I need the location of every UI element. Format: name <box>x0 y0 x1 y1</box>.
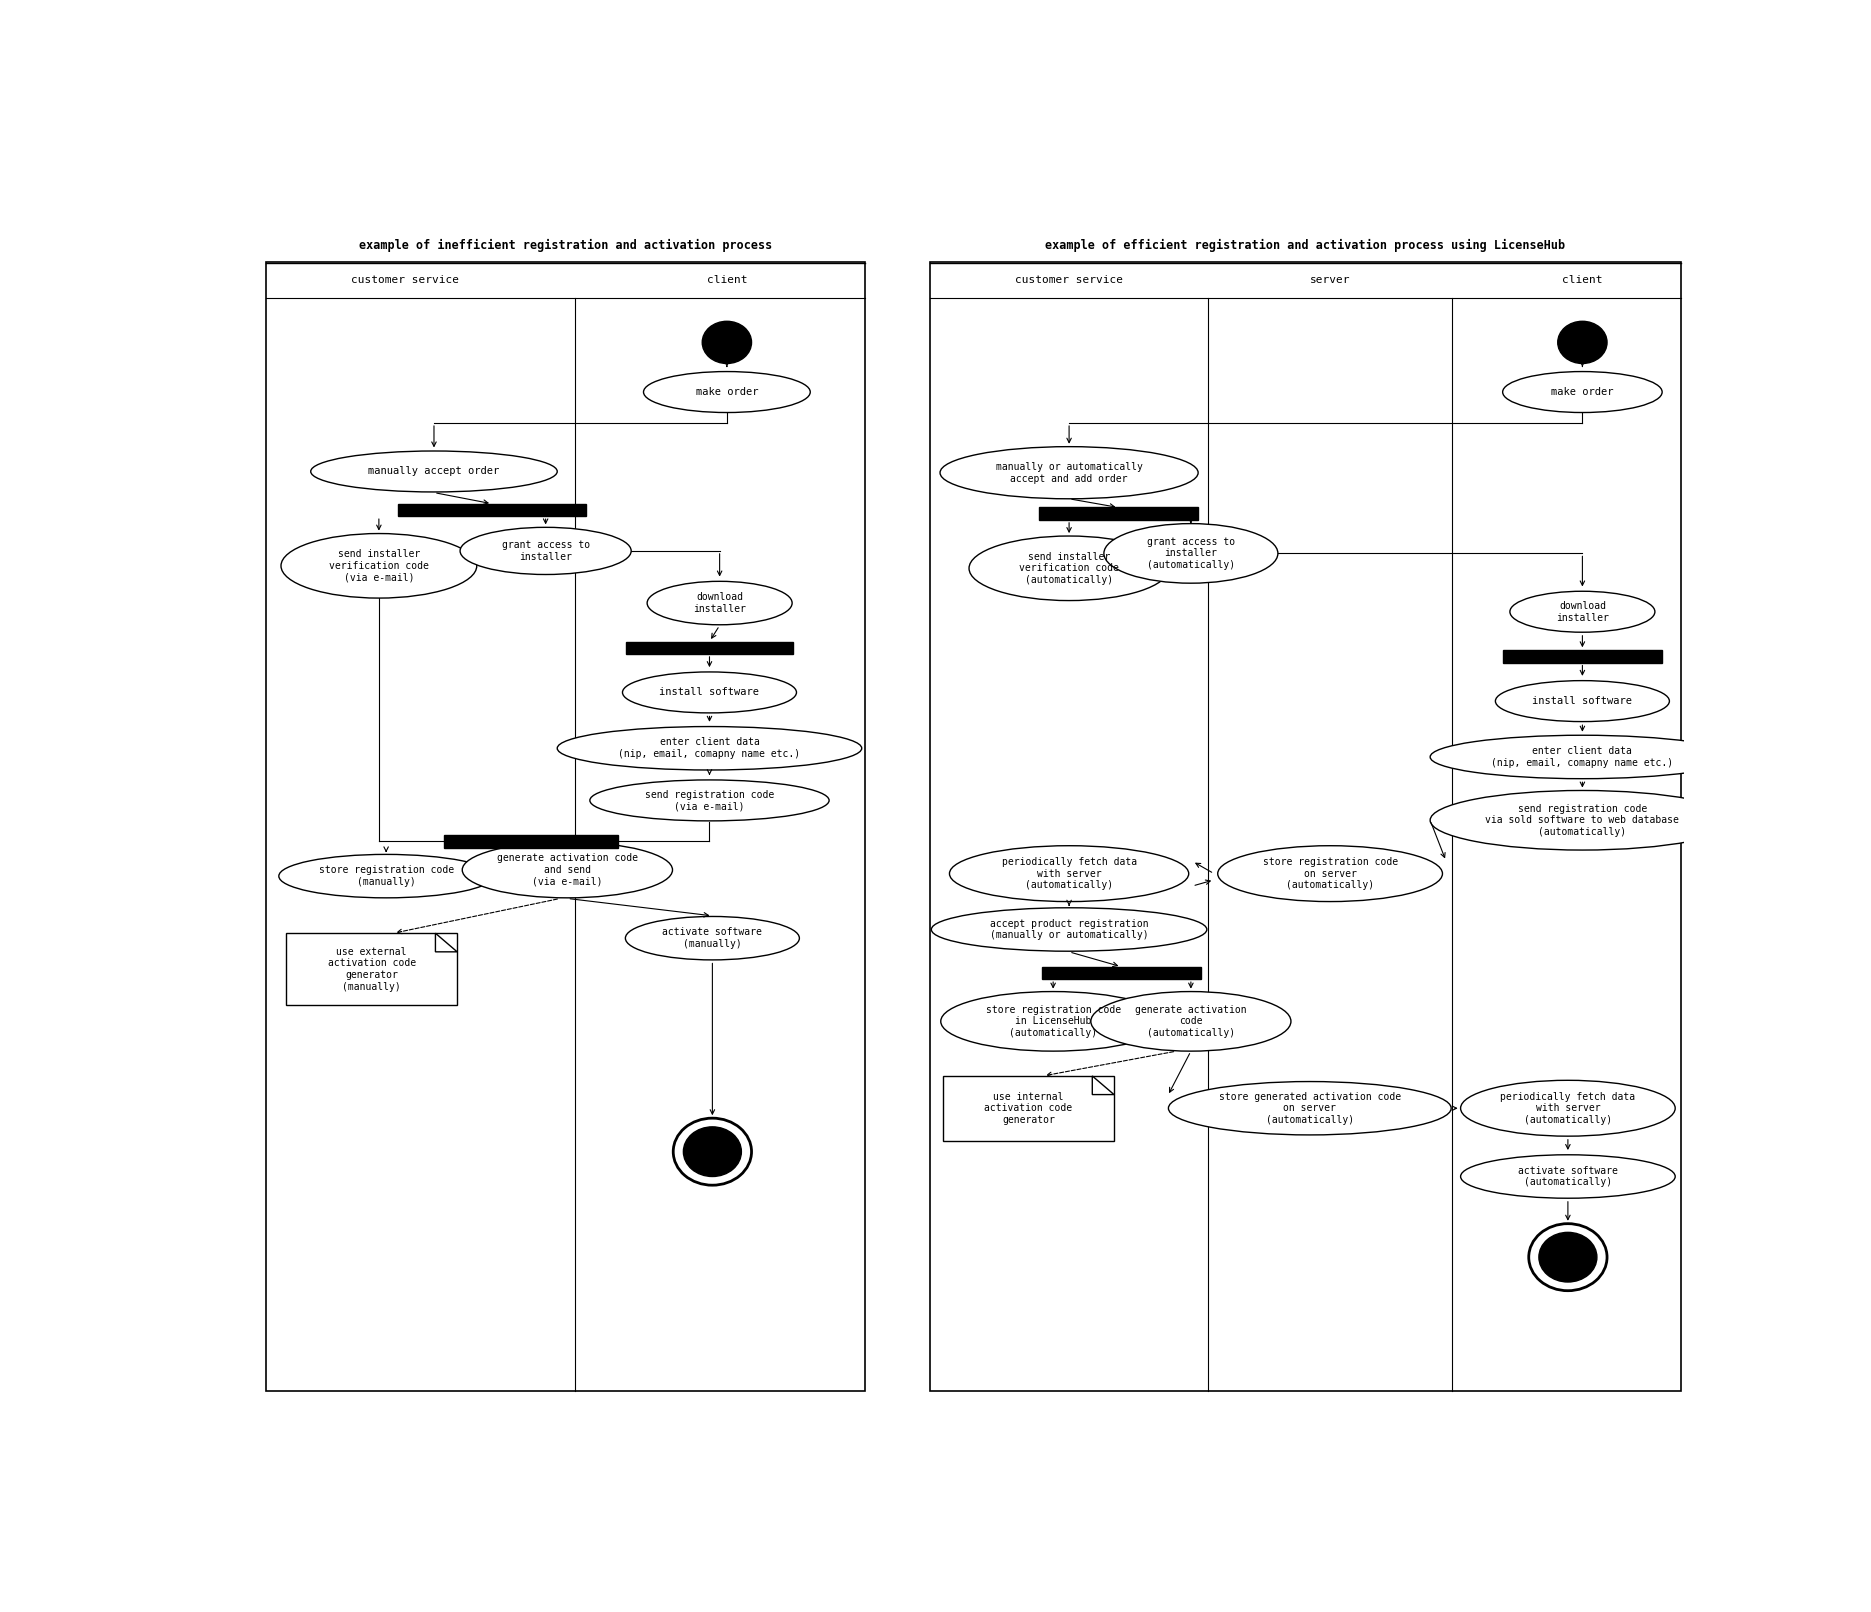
Ellipse shape <box>589 780 829 821</box>
Text: customer service: customer service <box>1016 276 1123 285</box>
Ellipse shape <box>1495 680 1669 722</box>
Ellipse shape <box>647 582 791 625</box>
Ellipse shape <box>969 537 1169 601</box>
Text: download
installer: download installer <box>1557 601 1609 622</box>
Ellipse shape <box>949 846 1188 901</box>
Bar <box>1502 650 1661 663</box>
Text: client: client <box>1562 276 1603 285</box>
Text: accept product registration
(manually or automatically): accept product registration (manually or… <box>990 919 1149 940</box>
Ellipse shape <box>460 527 631 574</box>
Ellipse shape <box>939 447 1197 498</box>
Circle shape <box>1538 1232 1598 1282</box>
Circle shape <box>1559 321 1607 363</box>
Text: send registration code
(via e-mail): send registration code (via e-mail) <box>645 790 775 811</box>
Bar <box>286 933 457 1006</box>
Text: client: client <box>707 276 747 285</box>
Ellipse shape <box>1104 524 1278 584</box>
Ellipse shape <box>1429 790 1734 850</box>
Bar <box>443 835 617 848</box>
Ellipse shape <box>1461 1154 1675 1198</box>
Ellipse shape <box>941 991 1166 1051</box>
Text: store generated activation code
on server
(automatically): store generated activation code on serve… <box>1218 1091 1401 1125</box>
Text: send registration code
via sold software to web database
(automatically): send registration code via sold software… <box>1486 804 1680 837</box>
Text: use internal
activation code
generator: use internal activation code generator <box>984 1091 1072 1125</box>
Text: grant access to
installer: grant access to installer <box>501 540 589 561</box>
Ellipse shape <box>1502 371 1661 413</box>
Text: example of efficient registration and activation process using LicenseHub: example of efficient registration and ac… <box>1046 239 1566 251</box>
Ellipse shape <box>1461 1080 1675 1136</box>
Ellipse shape <box>1510 592 1656 632</box>
Text: use external
activation code
generator
(manually): use external activation code generator (… <box>327 946 415 991</box>
Text: manually or automatically
accept and add order: manually or automatically accept and add… <box>995 463 1143 484</box>
Text: store registration code
in LicenseHub
(automatically): store registration code in LicenseHub (a… <box>986 1004 1121 1038</box>
Ellipse shape <box>1429 735 1734 779</box>
Bar <box>1042 967 1201 978</box>
Ellipse shape <box>1168 1082 1452 1135</box>
Ellipse shape <box>279 854 494 898</box>
Text: generate activation code
and send
(via e-mail): generate activation code and send (via e… <box>498 853 638 887</box>
Text: install software: install software <box>1532 696 1632 706</box>
Text: generate activation
code
(automatically): generate activation code (automatically) <box>1136 1004 1246 1038</box>
Text: example of inefficient registration and activation process: example of inefficient registration and … <box>359 239 773 251</box>
Text: make order: make order <box>1551 387 1613 397</box>
Bar <box>943 1075 1113 1141</box>
Text: enter client data
(nip, email, comapny name etc.): enter client data (nip, email, comapny n… <box>1491 746 1673 767</box>
Bar <box>1038 508 1197 521</box>
Text: download
installer: download installer <box>692 592 747 614</box>
Text: server: server <box>1310 276 1351 285</box>
Ellipse shape <box>311 451 558 492</box>
Ellipse shape <box>623 672 797 713</box>
Circle shape <box>702 321 752 363</box>
Text: enter client data
(nip, email, comapny name etc.): enter client data (nip, email, comapny n… <box>619 737 801 759</box>
Text: send installer
verification code
(via e-mail): send installer verification code (via e-… <box>329 550 428 582</box>
Text: activate software
(manually): activate software (manually) <box>662 927 761 949</box>
Text: periodically fetch data
with server
(automatically): periodically fetch data with server (aut… <box>1001 858 1138 890</box>
Text: grant access to
installer
(automatically): grant access to installer (automatically… <box>1147 537 1235 571</box>
Ellipse shape <box>625 917 799 959</box>
Ellipse shape <box>281 534 477 598</box>
Text: store registration code
(manually): store registration code (manually) <box>318 866 453 887</box>
Polygon shape <box>1093 1075 1113 1095</box>
Text: store registration code
on server
(automatically): store registration code on server (autom… <box>1263 858 1398 890</box>
Text: customer service: customer service <box>352 276 458 285</box>
Circle shape <box>683 1127 741 1177</box>
Ellipse shape <box>462 841 672 898</box>
Ellipse shape <box>1091 991 1291 1051</box>
Text: periodically fetch data
with server
(automatically): periodically fetch data with server (aut… <box>1501 1091 1635 1125</box>
Ellipse shape <box>644 371 810 413</box>
Ellipse shape <box>932 908 1207 951</box>
Bar <box>266 261 864 1391</box>
Text: activate software
(automatically): activate software (automatically) <box>1517 1165 1618 1188</box>
Text: manually accept order: manually accept order <box>369 466 500 477</box>
Text: send installer
verification code
(automatically): send installer verification code (automa… <box>1020 551 1119 585</box>
Polygon shape <box>436 933 457 951</box>
Ellipse shape <box>1218 846 1443 901</box>
Bar <box>930 261 1680 1391</box>
Bar <box>399 503 586 516</box>
Text: make order: make order <box>696 387 758 397</box>
Text: install software: install software <box>659 687 760 698</box>
Bar <box>627 642 793 654</box>
Ellipse shape <box>558 727 863 771</box>
